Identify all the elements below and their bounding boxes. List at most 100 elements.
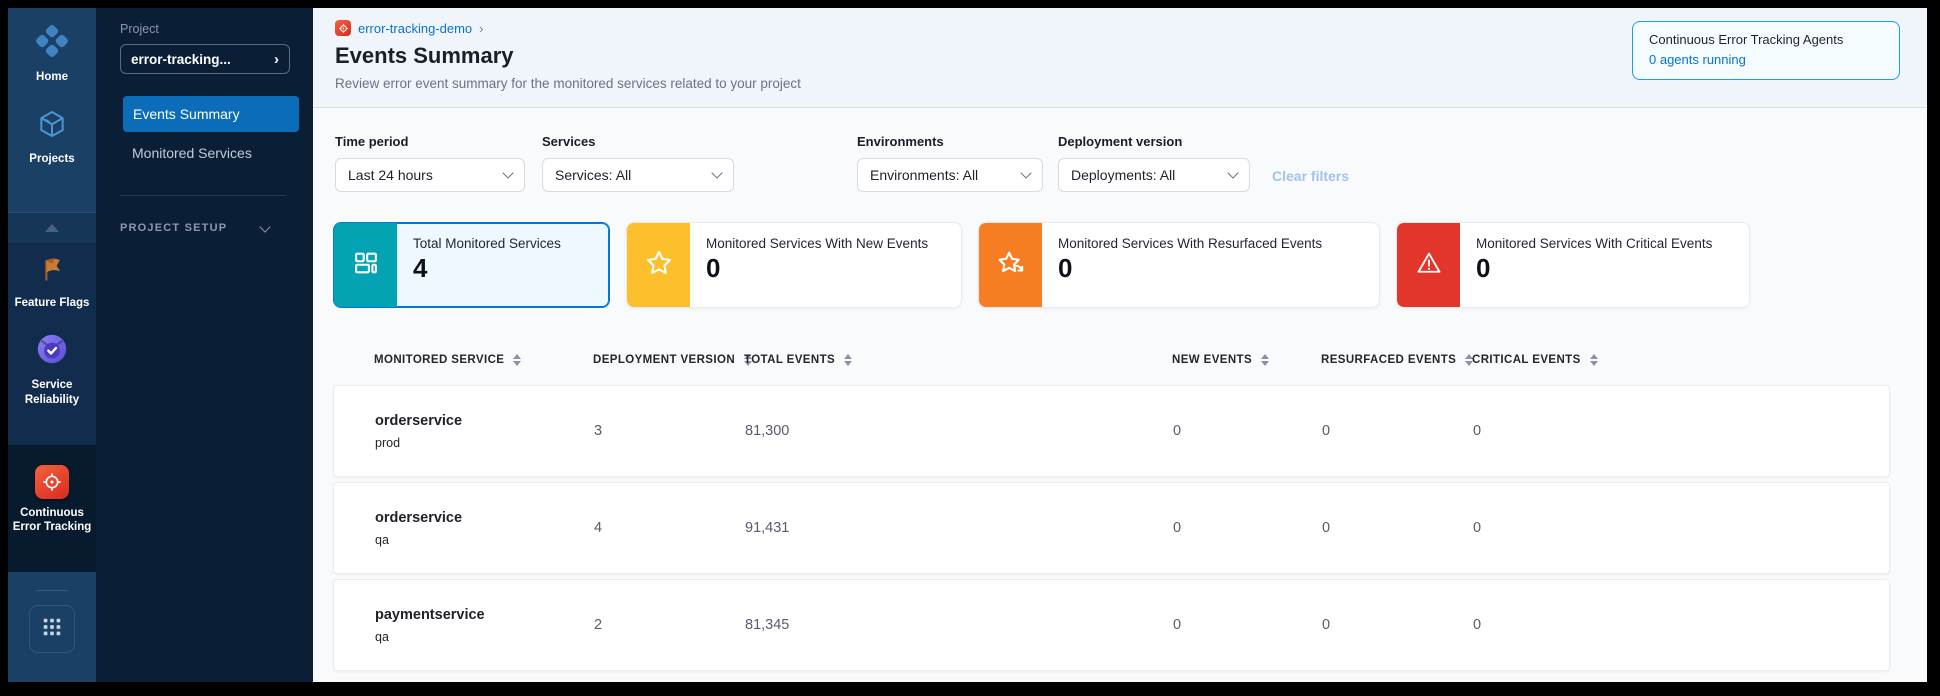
nav-item-projects[interactable]: Projects: [8, 84, 96, 166]
nav-item-label: Home: [36, 71, 68, 83]
filter-label: Deployment version: [1058, 134, 1183, 149]
column-header-new-events[interactable]: NEW EVENTS: [1172, 354, 1321, 366]
chevron-right-icon: ›: [274, 50, 279, 68]
events-summary-table: MONITORED SERVICE DEPLOYMENT VERSION TOT…: [333, 335, 1890, 676]
column-header-label: CRITICAL EVENTS: [1472, 354, 1581, 366]
critical-events-cell: 0: [1473, 423, 1482, 439]
column-header-label: RESURFACED EVENTS: [1321, 354, 1457, 366]
page-subtitle: Review error event summary for the monit…: [335, 76, 801, 91]
main-content: error-tracking-demo › Events Summary Rev…: [313, 8, 1927, 682]
service-name: orderservice: [375, 509, 463, 526]
select-value: Environments: All: [870, 167, 979, 183]
nav-item-service-reliability[interactable]: Service Reliability: [8, 310, 96, 407]
card-value: 4: [413, 253, 428, 283]
table-row[interactable]: orderservice prod 3 81,300 0 0 0: [333, 385, 1890, 477]
card-icon-block: [334, 223, 397, 307]
sort-icon[interactable]: [1261, 354, 1270, 366]
column-header-deployment-version[interactable]: DEPLOYMENT VERSION: [593, 354, 753, 366]
breadcrumb-project-link[interactable]: error-tracking-demo: [358, 20, 473, 36]
select-value: Last 24 hours: [348, 167, 433, 183]
service-environment: qa: [375, 532, 389, 547]
sort-icon[interactable]: [744, 354, 753, 366]
column-header-monitored-service[interactable]: MONITORED SERVICE: [333, 354, 593, 366]
select-value: Deployments: All: [1071, 167, 1176, 183]
card-value: 0: [1476, 253, 1491, 283]
card-new-events[interactable]: Monitored Services With New Events 0: [626, 222, 962, 308]
filter-label: Time period: [335, 134, 409, 149]
filter-time-period: Time period Last 24 hours: [335, 134, 525, 192]
card-icon-block: [627, 223, 690, 307]
column-header-critical-events[interactable]: CRITICAL EVENTS: [1472, 354, 1890, 366]
column-header-label: TOTAL EVENTS: [744, 354, 836, 366]
new-events-cell: 0: [1173, 423, 1182, 439]
feature-flags-icon: [37, 254, 67, 289]
chevron-down-icon: [502, 167, 514, 179]
column-header-label: NEW EVENTS: [1172, 354, 1253, 366]
service-cell: paymentservice qa: [334, 607, 594, 644]
nav-item-feature-flags[interactable]: Feature Flags: [8, 244, 96, 310]
page-header: error-tracking-demo › Events Summary Rev…: [313, 8, 1927, 108]
deployments-select[interactable]: Deployments: All: [1058, 158, 1250, 192]
environments-select[interactable]: Environments: All: [857, 158, 1043, 192]
total-events-cell: 81,345: [745, 617, 790, 633]
nav-item-label: Continuous Error Tracking: [12, 507, 92, 534]
project-selector-value: error-tracking...: [131, 51, 231, 67]
nav-divider: [36, 590, 68, 591]
card-label: Total Monitored Services: [413, 236, 561, 251]
sidebar-item-events-summary[interactable]: Events Summary: [123, 96, 299, 132]
column-header-label: MONITORED SERVICE: [374, 354, 505, 366]
service-name: orderservice: [375, 412, 463, 429]
clear-filters-button[interactable]: Clear filters: [1272, 168, 1350, 184]
sort-icon[interactable]: [513, 354, 522, 366]
deployment-version-cell: 2: [594, 617, 603, 633]
nav-collapse-control[interactable]: [8, 212, 96, 244]
card-label: Monitored Services With New Events: [706, 236, 929, 251]
nav-item-label: Service Reliability: [24, 379, 80, 406]
services-select[interactable]: Services: All: [542, 158, 734, 192]
agents-status-box[interactable]: Continuous Error Tracking Agents 0 agent…: [1632, 21, 1900, 80]
column-header-total-events[interactable]: TOTAL EVENTS: [744, 354, 1172, 366]
app-launcher-button[interactable]: [29, 605, 75, 653]
card-total-monitored-services[interactable]: Total Monitored Services 4: [333, 222, 610, 308]
new-events-cell: 0: [1173, 520, 1182, 536]
project-setup-toggle[interactable]: PROJECT SETUP: [120, 220, 289, 234]
sort-icon[interactable]: [844, 354, 853, 366]
column-header-label: DEPLOYMENT VERSION: [593, 354, 736, 366]
dashboard-grid-icon: [352, 249, 380, 282]
filter-deployment-version: Deployment version Deployments: All: [1058, 134, 1250, 192]
nav-item-continuous-error-tracking[interactable]: Continuous Error Tracking: [8, 445, 96, 535]
service-cell: orderservice prod: [334, 413, 594, 450]
resurfaced-events-cell: 0: [1322, 617, 1331, 633]
resurfaced-events-cell: 0: [1322, 423, 1331, 439]
filter-label: Services: [542, 134, 596, 149]
nav-item-home[interactable]: Home: [8, 8, 96, 84]
error-tracking-project-icon: [335, 20, 351, 36]
card-label: Monitored Services With Critical Events: [1476, 236, 1713, 251]
project-setup-label: PROJECT SETUP: [120, 222, 228, 234]
card-critical-events[interactable]: Monitored Services With Critical Events …: [1396, 222, 1750, 308]
service-cell: orderservice qa: [334, 510, 594, 547]
collapse-up-icon: [45, 224, 59, 232]
chevron-down-icon: [711, 167, 723, 179]
table-row[interactable]: paymentservice qa 2 81,345 0 0 0: [333, 579, 1890, 671]
chevron-down-icon: [1020, 167, 1032, 179]
table-row[interactable]: orderservice qa 4 91,431 0 0 0: [333, 482, 1890, 574]
sort-icon[interactable]: [1465, 354, 1474, 366]
critical-events-cell: 0: [1473, 617, 1482, 633]
nav-section-cet-active: Continuous Error Tracking: [8, 445, 96, 572]
time-period-select[interactable]: Last 24 hours: [335, 158, 525, 192]
agents-box-title: Continuous Error Tracking Agents: [1649, 32, 1844, 47]
breadcrumb: error-tracking-demo ›: [335, 20, 1927, 36]
sort-icon[interactable]: [1589, 354, 1598, 366]
critical-events-cell: 0: [1473, 520, 1482, 536]
filters-bar: Time period Last 24 hours Services Servi…: [313, 108, 1927, 192]
project-sidebar: Project error-tracking... › Events Summa…: [96, 8, 313, 682]
card-resurfaced-events[interactable]: Monitored Services With Resurfaced Event…: [978, 222, 1380, 308]
sidebar-item-monitored-services[interactable]: Monitored Services: [132, 145, 252, 161]
new-events-cell: 0: [1173, 617, 1182, 633]
project-selector[interactable]: error-tracking... ›: [120, 44, 290, 74]
service-name: paymentservice: [375, 606, 485, 623]
column-header-resurfaced-events[interactable]: RESURFACED EVENTS: [1321, 354, 1474, 366]
agents-running-link[interactable]: 0 agents running: [1649, 52, 1746, 67]
card-icon-block: [979, 223, 1042, 307]
